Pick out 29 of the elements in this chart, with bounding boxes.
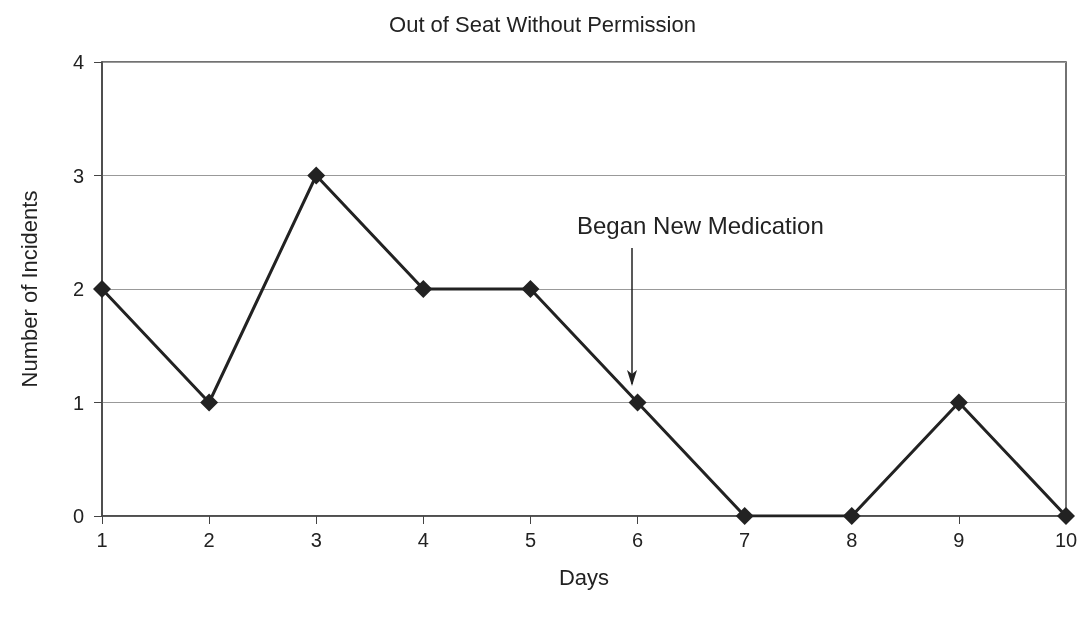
point bbox=[93, 280, 111, 298]
y-tick-label: 0 bbox=[72, 505, 84, 527]
x-tick-label: 5 bbox=[524, 529, 537, 551]
point bbox=[842, 507, 861, 525]
point bbox=[735, 507, 754, 525]
point bbox=[521, 280, 540, 298]
point bbox=[1057, 507, 1075, 525]
y-tick-label: 2 bbox=[72, 278, 84, 300]
annotation: Began New Medication bbox=[577, 211, 824, 239]
x-tick-label: 9 bbox=[953, 529, 965, 551]
x-tick-label: 1 bbox=[96, 529, 108, 551]
x-axis-title: Days bbox=[558, 564, 610, 590]
x-tick-label: 6 bbox=[631, 529, 644, 551]
x-tick-label: 7 bbox=[739, 529, 751, 551]
point bbox=[200, 393, 219, 412]
x-tick-label: 4 bbox=[417, 529, 429, 551]
x-tick-label: 2 bbox=[203, 529, 215, 551]
x-tick-label: 3 bbox=[310, 529, 322, 551]
x-tick-label: 10 bbox=[1054, 529, 1078, 551]
point bbox=[414, 280, 433, 298]
y-tick-label: 1 bbox=[72, 391, 84, 414]
point bbox=[628, 393, 647, 412]
y-tick-label: 3 bbox=[72, 164, 84, 187]
point bbox=[949, 393, 968, 412]
point bbox=[307, 166, 326, 185]
y-axis-title: Number of Incidents bbox=[16, 190, 42, 388]
chart-title: Out of Seat Without Permission bbox=[389, 11, 696, 37]
x-tick-label: 8 bbox=[846, 529, 858, 551]
y-tick-label: 4 bbox=[72, 51, 84, 73]
